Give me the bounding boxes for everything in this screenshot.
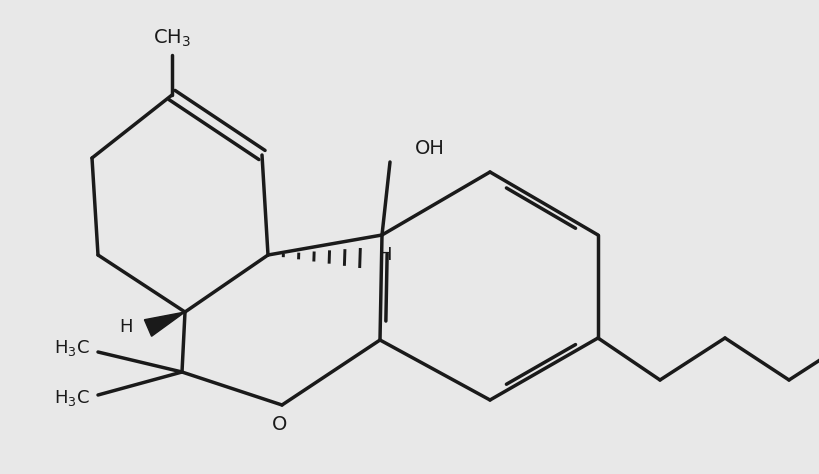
Text: H: H — [120, 318, 133, 336]
Text: O: O — [272, 416, 287, 435]
Text: H$_3$C: H$_3$C — [54, 338, 90, 358]
Text: OH: OH — [414, 138, 445, 157]
Polygon shape — [144, 312, 185, 336]
Text: H$_3$C: H$_3$C — [54, 388, 90, 408]
Text: CH$_3$: CH$_3$ — [153, 27, 191, 49]
Text: H: H — [378, 246, 391, 264]
